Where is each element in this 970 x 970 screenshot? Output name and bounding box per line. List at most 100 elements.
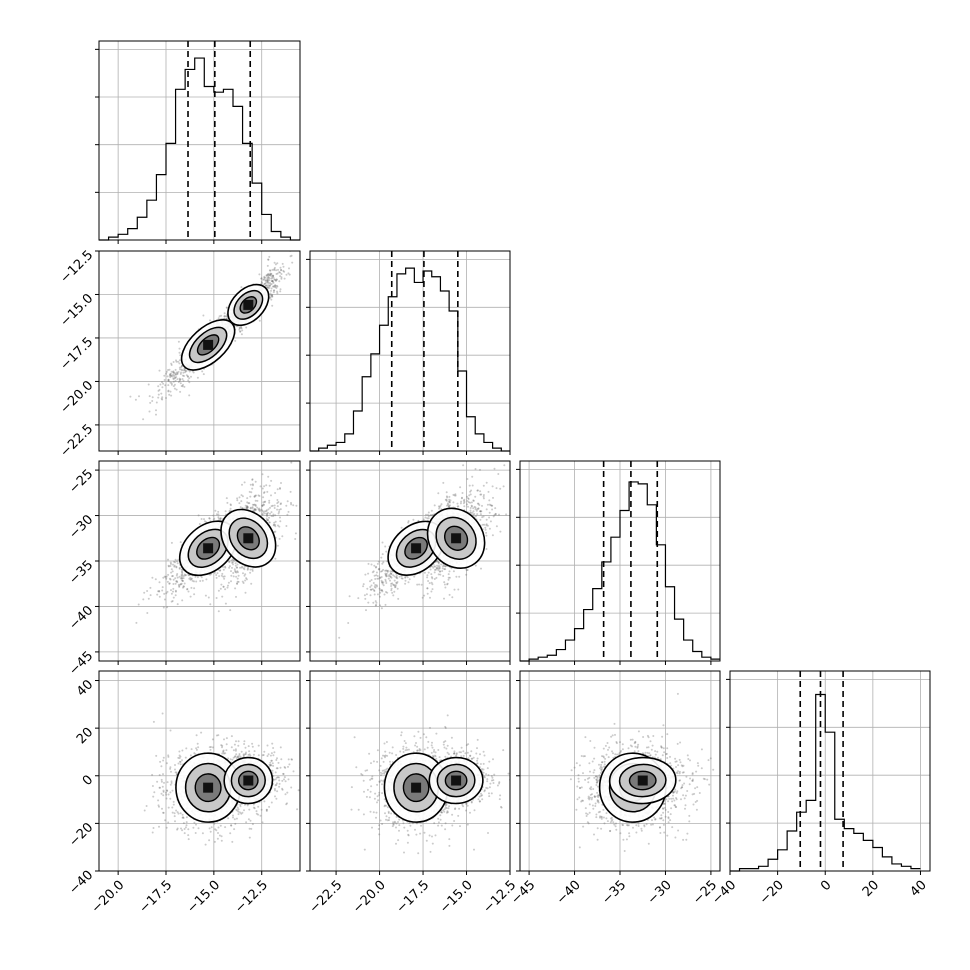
scatter-point — [437, 565, 440, 568]
scatter-point — [203, 520, 206, 523]
scatter-point — [455, 575, 458, 578]
scatter-point — [441, 567, 444, 570]
scatter-point — [484, 526, 487, 529]
scatter-point — [447, 505, 450, 508]
scatter-point — [237, 574, 240, 577]
scatter-point — [407, 520, 410, 523]
scatter-point — [170, 770, 172, 773]
scatter-point — [260, 509, 263, 511]
scatter-point — [163, 379, 166, 381]
scatter-point — [481, 504, 483, 507]
scatter-point — [175, 809, 178, 812]
scatter-point — [491, 508, 494, 511]
scatter-point — [381, 582, 384, 585]
scatter-point — [370, 579, 373, 581]
scatter-point — [460, 497, 463, 500]
scatter-point — [362, 585, 365, 588]
scatter-point — [265, 274, 268, 277]
scatter-point — [246, 506, 249, 509]
scatter-point — [381, 581, 384, 584]
scatter-point — [251, 569, 254, 572]
scatter-point — [218, 569, 221, 572]
scatter-point — [242, 572, 244, 575]
scatter-point — [233, 559, 236, 562]
scatter-point — [261, 487, 264, 490]
scatter-point — [263, 800, 266, 803]
scatter-point — [488, 503, 491, 506]
scatter-point — [249, 483, 252, 486]
scatter-point — [250, 491, 253, 494]
scatter-point — [274, 514, 277, 517]
scatter-point — [188, 381, 191, 384]
scatter-point — [493, 467, 496, 470]
scatter-point — [173, 383, 176, 386]
scatter-point — [217, 589, 220, 592]
histogram-panel-2 — [516, 460, 721, 665]
scatter-point — [189, 578, 192, 581]
scatter-point — [217, 513, 220, 516]
scatter-point — [505, 513, 508, 516]
scatter-point — [196, 576, 199, 579]
scatter-point — [235, 566, 238, 569]
scatter-point — [176, 562, 179, 565]
scatter-point — [234, 571, 237, 573]
scatter-point — [165, 793, 168, 796]
scatter-point — [220, 574, 223, 577]
scatter-point — [389, 572, 392, 575]
scatter-point — [445, 491, 448, 494]
scatter-point — [454, 493, 457, 496]
scatter-point — [267, 508, 270, 511]
scatter-point — [270, 275, 273, 277]
scatter-point — [241, 329, 244, 332]
scatter-point — [205, 578, 208, 581]
scatter-point — [270, 287, 273, 290]
scatter-point — [263, 282, 266, 285]
scatter-point — [273, 266, 276, 269]
scatter-point — [291, 261, 294, 264]
scatter-point — [437, 561, 440, 564]
scatter-point — [165, 397, 167, 399]
scatter-point — [467, 505, 469, 508]
scatter-point — [386, 569, 389, 572]
scatter-point — [279, 746, 282, 749]
scatter-point — [370, 588, 373, 591]
scatter-point — [442, 575, 445, 577]
scatter-point — [279, 275, 282, 278]
scatter-point — [239, 566, 241, 569]
scatter-point — [219, 569, 222, 572]
scatter-point — [233, 818, 236, 821]
scatter-point — [202, 373, 205, 376]
scatter-panel-0-1 — [95, 250, 301, 455]
scatter-point — [418, 583, 421, 586]
scatter-point — [457, 505, 460, 508]
scatter-point — [462, 502, 465, 505]
scatter-point — [448, 500, 451, 503]
panel-frame — [98, 250, 301, 452]
scatter-point — [385, 569, 388, 572]
scatter-point — [156, 593, 159, 596]
scatter-point — [482, 494, 485, 496]
scatter-point — [261, 473, 264, 476]
scatter-point — [188, 577, 191, 580]
scatter-point — [219, 518, 222, 521]
scatter-point — [174, 379, 177, 382]
scatter-point — [385, 575, 388, 577]
scatter-point — [406, 576, 409, 579]
scatter-point — [272, 275, 275, 277]
scatter-point — [180, 574, 183, 577]
scatter-point — [269, 512, 271, 515]
scatter-point — [268, 277, 271, 280]
scatter-point — [389, 575, 392, 578]
scatter-point — [253, 495, 256, 498]
scatter-point — [158, 595, 161, 598]
scatter-point — [232, 572, 235, 574]
scatter-point — [188, 377, 191, 380]
scatter-point — [463, 505, 466, 508]
scatter-point — [447, 573, 450, 576]
scatter-point — [188, 370, 191, 373]
scatter-point — [224, 565, 226, 568]
scatter-point — [188, 394, 191, 397]
scatter-point — [151, 785, 154, 787]
scatter-point — [212, 514, 215, 517]
scatter-point — [274, 279, 277, 282]
